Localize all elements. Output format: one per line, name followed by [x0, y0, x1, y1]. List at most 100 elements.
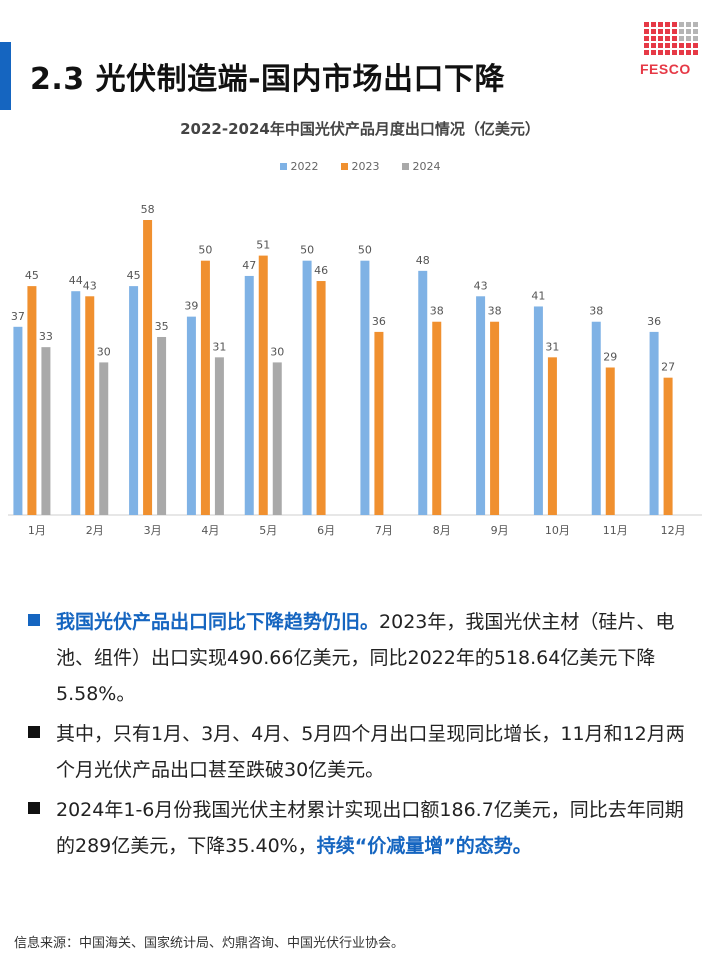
legend-swatch-2022	[279, 163, 287, 170]
x-tick-label-5: 5月	[259, 524, 277, 537]
legend-swatch-2023	[340, 163, 348, 170]
logo-dot	[644, 22, 649, 27]
fesco-logo: FESCO	[640, 22, 702, 98]
logo-dot	[658, 36, 663, 41]
logo-dot	[665, 36, 670, 41]
logo-dot	[672, 43, 677, 48]
bar-label-2024-4: 31	[212, 340, 226, 353]
bar-label-2023-1: 45	[25, 269, 39, 282]
logo-dot	[651, 36, 656, 41]
bar-2024-3	[157, 336, 167, 515]
bar-2022-12	[649, 331, 659, 515]
bar-2023-5	[258, 255, 268, 515]
logo-dot	[679, 50, 684, 55]
bar-2022-3	[129, 286, 139, 515]
logo-dot	[651, 29, 656, 34]
x-tick-label-7: 7月	[375, 524, 393, 537]
bar-2024-2	[99, 362, 109, 515]
bar-label-2022-5: 47	[242, 259, 256, 272]
bar-label-2023-8: 38	[430, 305, 444, 318]
logo-dot	[651, 43, 656, 48]
bullet-2-body: 其中，只有1月、3月、4月、5月四个月出口呈现同比增长，11月和12月两个月光伏…	[56, 723, 685, 781]
logo-dot	[665, 22, 670, 27]
x-tick-label-2: 2月	[86, 524, 104, 537]
bar-label-2022-12: 36	[647, 315, 661, 328]
x-tick-label-12: 12月	[661, 524, 686, 537]
bar-label-2023-6: 46	[314, 264, 328, 277]
bullet-1-highlight: 我国光伏产品出口同比下降趋势仍旧。	[56, 611, 380, 633]
logo-dot	[693, 29, 698, 34]
bar-label-2022-8: 48	[416, 254, 430, 267]
bullet-item-2: 其中，只有1月、3月、4月、5月四个月出口呈现同比增长，11月和12月两个月光伏…	[28, 716, 698, 788]
logo-dot	[672, 22, 677, 27]
bar-label-2022-3: 45	[127, 269, 141, 282]
x-tick-label-1: 1月	[28, 524, 46, 537]
source-note: 信息来源：中国海关、国家统计局、灼鼎咨询、中国光伏行业协会。	[14, 936, 405, 951]
bar-2022-1	[13, 326, 23, 515]
logo-dot	[644, 50, 649, 55]
bar-2023-4	[200, 260, 210, 515]
legend-item-2023: 2023	[340, 160, 380, 173]
bullet-list: 我国光伏产品出口同比下降趋势仍旧。2023年，我国光伏主材（硅片、电池、组件）出…	[28, 604, 698, 868]
bullet-text-1: 我国光伏产品出口同比下降趋势仍旧。2023年，我国光伏主材（硅片、电池、组件）出…	[56, 604, 698, 712]
bar-label-2023-5: 51	[256, 239, 270, 252]
bar-2023-12	[663, 377, 673, 515]
bar-label-2022-2: 44	[69, 274, 83, 287]
logo-dot	[679, 29, 684, 34]
bar-label-2023-11: 29	[603, 351, 617, 364]
logo-dot-grid	[644, 22, 702, 55]
bar-2023-8	[432, 321, 442, 515]
bar-label-2022-10: 41	[531, 289, 545, 302]
logo-dot	[686, 29, 691, 34]
x-tick-label-9: 9月	[491, 524, 509, 537]
bar-label-2022-9: 43	[474, 279, 488, 292]
logo-dot	[679, 22, 684, 27]
logo-dot	[686, 43, 691, 48]
logo-dot	[658, 29, 663, 34]
bar-label-2023-12: 27	[661, 361, 675, 374]
logo-dot	[651, 50, 656, 55]
bar-label-2022-7: 50	[358, 244, 372, 257]
bar-2023-6	[316, 281, 326, 515]
logo-dot	[644, 43, 649, 48]
bar-2023-3	[143, 220, 153, 515]
logo-dot	[665, 29, 670, 34]
bullet-marker-1	[28, 614, 40, 626]
logo-dot	[693, 36, 698, 41]
bar-2023-10	[547, 357, 557, 515]
logo-dot	[686, 36, 691, 41]
logo-dot	[644, 36, 649, 41]
bullet-3-body: 2024年1-6月份我国光伏主材累计实现出口额186.7亿美元，同比去年同期的2…	[56, 799, 684, 857]
logo-dot	[644, 29, 649, 34]
logo-dot	[658, 22, 663, 27]
bullet-text-2: 其中，只有1月、3月、4月、5月四个月出口呈现同比增长，11月和12月两个月光伏…	[56, 716, 698, 788]
bar-label-2023-3: 58	[141, 203, 155, 216]
bar-2022-11	[591, 321, 601, 515]
bar-2024-4	[214, 357, 224, 515]
bullet-3-highlight: 持续“价减量增”的态势。	[316, 835, 532, 857]
bullet-1-body: 2023年，我国光伏主材（硅片、电池、组件）出口实现490.66亿美元，同比20…	[56, 611, 675, 705]
bar-label-2022-4: 39	[184, 300, 198, 313]
logo-dot	[679, 36, 684, 41]
bar-2022-10	[533, 306, 543, 515]
legend-label-2024: 2024	[412, 160, 441, 173]
bar-2022-2	[71, 291, 81, 515]
legend-item-2024: 2024	[401, 160, 441, 173]
bullet-marker-2	[28, 726, 40, 738]
legend-label-2023: 2023	[351, 160, 380, 173]
bar-2023-1	[27, 286, 37, 515]
logo-dot	[693, 50, 698, 55]
bar-2022-7	[360, 260, 370, 515]
logo-dot	[693, 22, 698, 27]
legend-label-2022: 2022	[290, 160, 319, 173]
bar-label-2022-11: 38	[589, 305, 603, 318]
title-accent-bar	[0, 42, 11, 110]
logo-dot	[693, 43, 698, 48]
logo-dot	[672, 29, 677, 34]
logo-dot	[658, 50, 663, 55]
bar-label-2024-1: 33	[39, 330, 53, 343]
bar-label-2023-10: 31	[545, 340, 559, 353]
x-tick-label-10: 10月	[545, 524, 570, 537]
bar-label-2024-3: 35	[155, 320, 169, 333]
